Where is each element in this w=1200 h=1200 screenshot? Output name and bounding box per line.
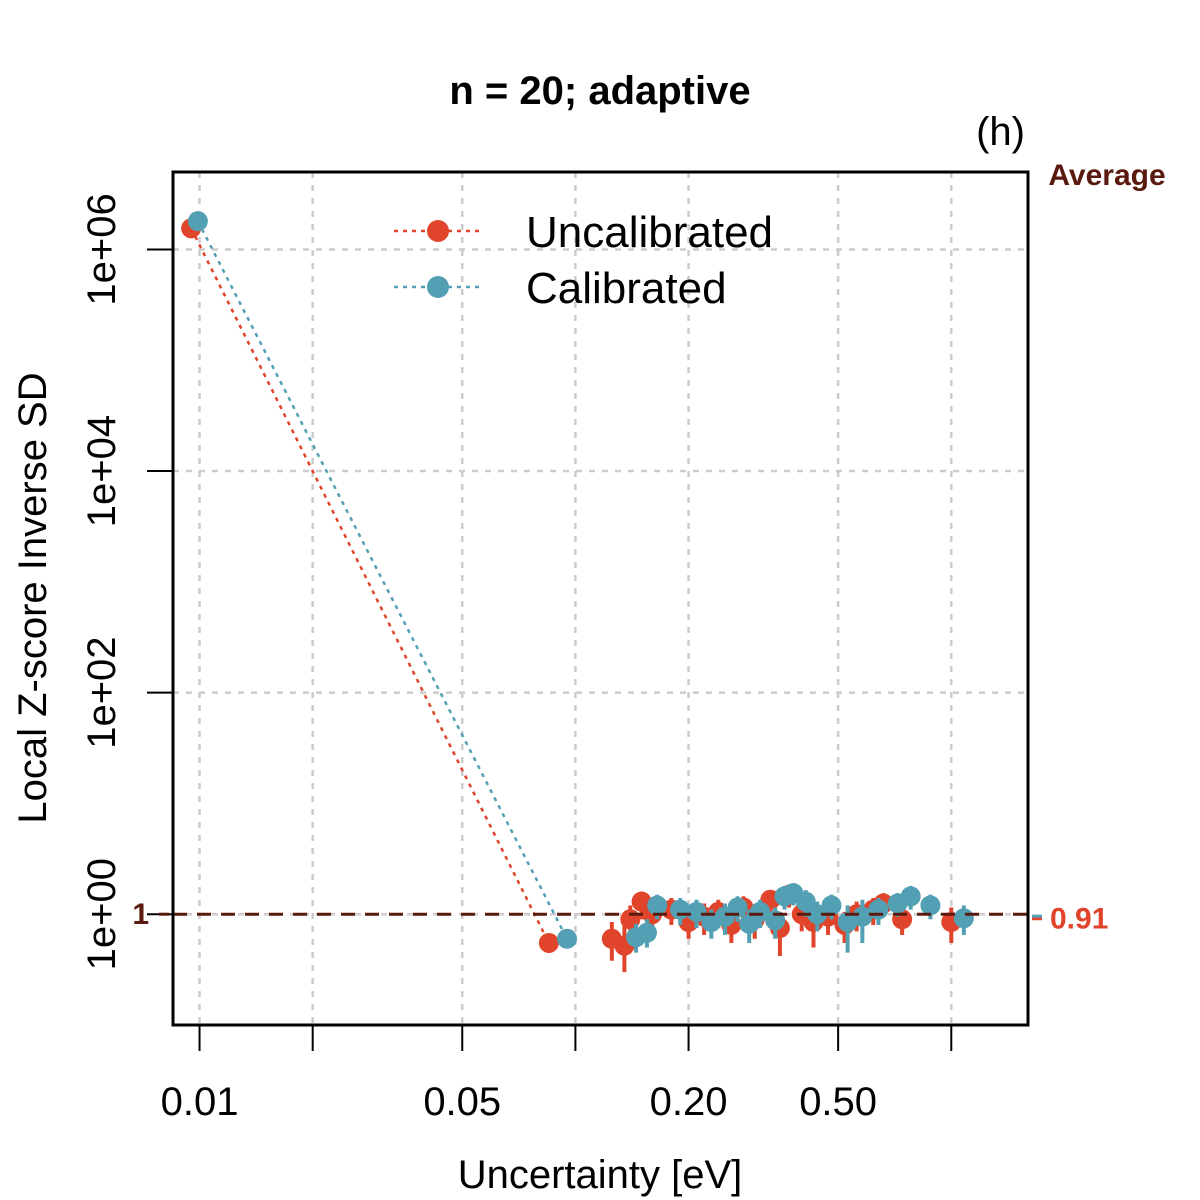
x-axis-label: Uncertainty [eV] (458, 1153, 743, 1197)
y-tick-label: 1e+00 (80, 858, 124, 970)
data-point (900, 886, 921, 907)
average-header: Average (1048, 159, 1165, 192)
data-point (727, 897, 748, 918)
series-calibrated (187, 211, 974, 953)
data-point (821, 895, 842, 916)
data-point (953, 908, 974, 929)
data-marks (181, 211, 974, 973)
y-axis-label: Local Z-score Inverse SD (11, 372, 55, 823)
data-point (795, 891, 816, 912)
y-tick-label: 1e+06 (80, 193, 124, 305)
legend-marker (427, 220, 449, 242)
data-point (868, 899, 889, 920)
y-axis: 1e+00 1e+02 1e+04 1e+06 1 (80, 193, 173, 970)
x-tick-label: 0.01 (161, 1080, 239, 1124)
x-tick-label: 0.05 (423, 1080, 501, 1124)
x-tick-label: 0.20 (650, 1080, 728, 1124)
legend-label: Uncalibrated (526, 208, 773, 257)
y-tick-label: 1e+02 (80, 636, 124, 748)
legend-marker (427, 276, 449, 298)
chart-title: n = 20; adaptive (449, 69, 750, 113)
series-uncalibrated (181, 218, 962, 973)
legend-label: Calibrated (526, 264, 727, 313)
trend-line (196, 220, 569, 940)
data-point (557, 928, 578, 949)
panel-label: (h) (976, 110, 1025, 154)
data-point (750, 901, 771, 922)
y-tick-label: 1e+04 (80, 415, 124, 527)
data-point (852, 906, 873, 927)
legend: Uncalibrated Calibrated (394, 208, 773, 313)
x-axis: 0.01 0.05 0.20 0.50 (161, 1025, 953, 1124)
x-tick-label: 0.50 (799, 1080, 877, 1124)
plot-frame (171, 170, 1030, 1027)
trend-line (190, 227, 550, 944)
average-value-label: 0.91 (1050, 903, 1108, 936)
data-point (187, 211, 208, 232)
data-point (636, 922, 657, 943)
data-point (686, 901, 707, 922)
data-point (538, 932, 559, 953)
data-point (647, 895, 668, 916)
average-annotations: Average 0.91 (1032, 159, 1166, 936)
reference-label: 1 (132, 898, 149, 931)
trend-lines (190, 220, 569, 944)
data-point (920, 895, 941, 916)
